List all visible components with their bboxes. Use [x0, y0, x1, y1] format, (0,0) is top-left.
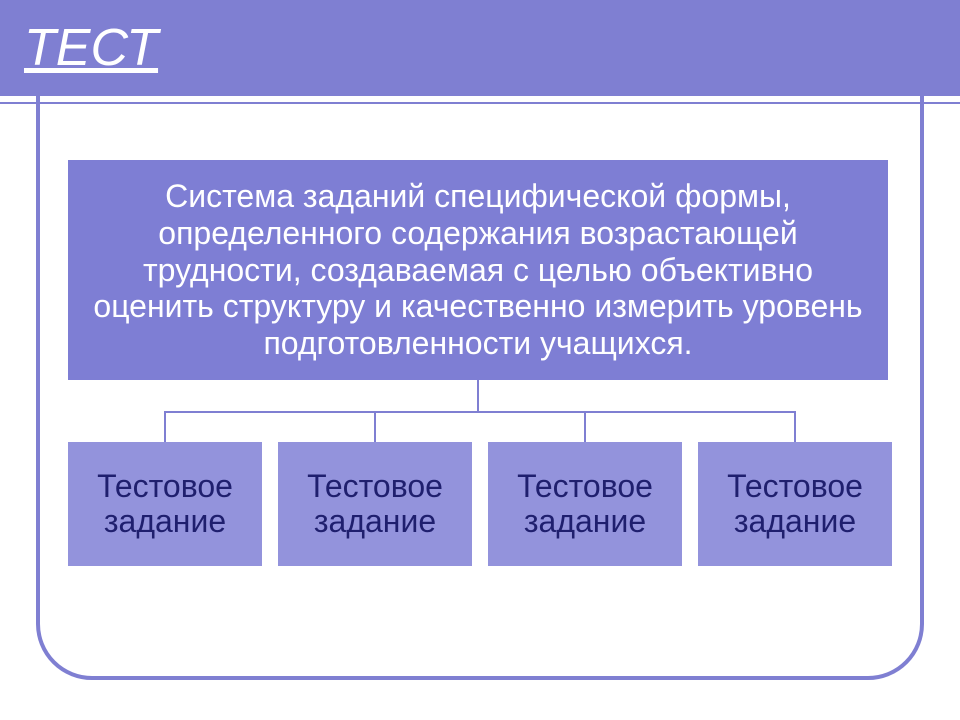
child-label: Тестовое задание	[286, 469, 464, 539]
tree-layer: Тестовое задание Тестовое задание Тестовое…	[0, 0, 960, 720]
connector-bus	[164, 411, 796, 413]
connector-root	[477, 380, 479, 412]
connector-child	[164, 412, 166, 442]
child-label: Тестовое задание	[76, 469, 254, 539]
connector-child	[794, 412, 796, 442]
child-box: Тестовое задание	[488, 442, 682, 566]
child-box: Тестовое задание	[698, 442, 892, 566]
child-label: Тестовое задание	[496, 469, 674, 539]
connector-child	[584, 412, 586, 442]
child-box: Тестовое задание	[278, 442, 472, 566]
child-label: Тестовое задание	[706, 469, 884, 539]
child-box: Тестовое задание	[68, 442, 262, 566]
connector-child	[374, 412, 376, 442]
slide: { "colors": { "accent": "#7f7fd2", "main…	[0, 0, 960, 720]
